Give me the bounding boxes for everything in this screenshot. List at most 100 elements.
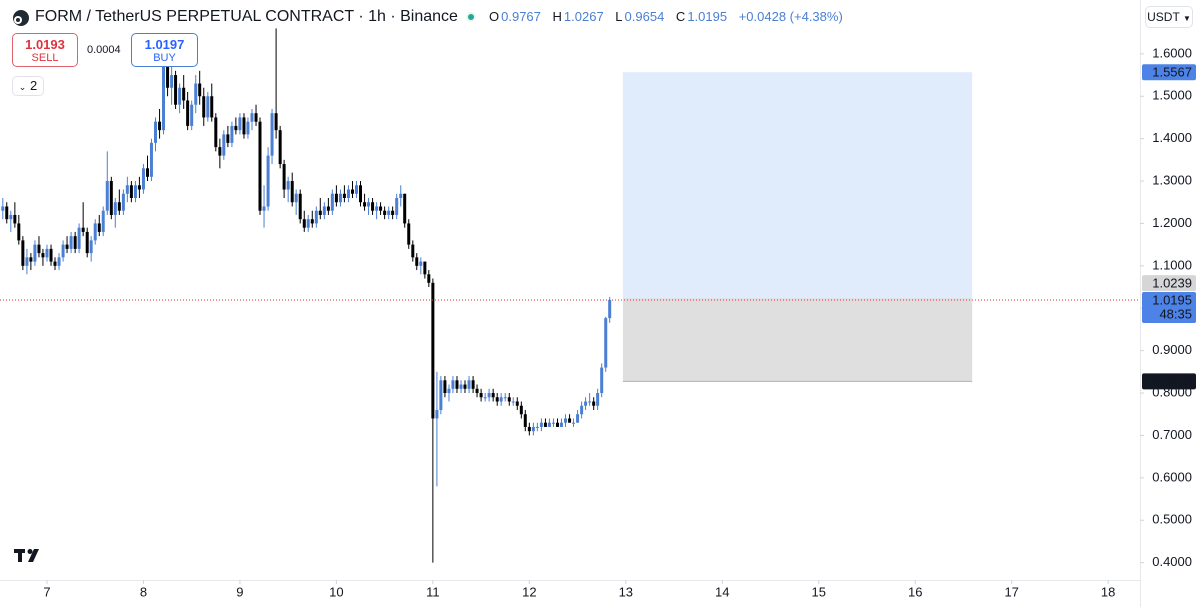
target-price-tag: 1.5567 [1152,65,1192,80]
candle-body [85,231,89,254]
x-tick-label: 7 [43,584,50,599]
sell-price: 1.0193 [25,37,65,52]
candle-body [592,401,596,406]
stop-zone [622,298,973,382]
candle-body [515,401,519,406]
candle-body [21,240,25,266]
buy-label: BUY [153,52,176,64]
candle-body [274,113,278,131]
candle-body [230,125,234,143]
candle-body [556,422,560,427]
y-tick-label: 1.2000 [1152,215,1192,230]
candle-body [399,193,403,198]
candle-body [298,193,302,220]
candle-body [608,299,612,319]
candle-body [519,405,523,415]
ohlc-legend: O 0.9767 H 1.0267 L 0.9654 C 1.0195 +0.0428 … [489,9,851,25]
buy-button[interactable]: 1.0197 BUY [131,33,198,67]
currency-button[interactable]: USDT ▼ [1145,6,1193,28]
candle-body [539,422,543,427]
candle-body [77,227,81,249]
candle-body [491,393,495,398]
x-tick-label: 8 [140,584,147,599]
candle-body [547,422,551,427]
y-tick-label: 1.4000 [1152,130,1192,145]
candle-body [455,380,459,389]
candle-body [427,274,431,283]
candle-body [226,134,230,143]
x-tick-label: 13 [619,584,633,599]
sell-button[interactable]: 1.0193 SELL [12,33,78,67]
candle-body [543,422,547,427]
candle-body [467,380,471,389]
candle-body [278,130,282,165]
chevron: ⌄ [18,82,27,92]
candle-body [158,121,162,131]
candle-body [218,147,222,156]
buy-price: 1.0197 [144,37,185,52]
candle-body [379,206,383,211]
candle-body [162,62,166,131]
candle-body [471,380,475,389]
candle-body [588,401,592,403]
candle-body [214,117,218,148]
candle-body [576,414,580,423]
candle-body [551,422,555,424]
ohlc-label: H [552,9,562,24]
x-tick-label: 9 [236,584,243,599]
candle-body [137,185,141,190]
candle-body [363,202,367,207]
current-price-tag-bg [1142,291,1196,323]
candle-body [411,244,415,258]
candle-body [206,96,210,118]
candle-body [342,193,346,198]
candle-body [375,206,379,211]
y-tick-label: 0.9000 [1152,342,1192,357]
candle-body [302,219,306,228]
candle-body [174,75,178,105]
ohlc-value: 0.9654 [624,9,665,24]
candle-body [166,62,170,88]
candle-body [117,202,121,211]
candle-body [572,422,576,424]
symbol-logo [12,9,30,27]
sell-label: SELL [31,52,59,64]
candle-body [443,380,447,394]
candle-body [322,206,326,215]
candle-body [330,193,334,211]
candle-body [495,397,499,402]
x-tick-label: 18 [1101,584,1115,599]
candle-body [367,202,371,207]
candle-body [234,125,238,131]
stop-price-tag-bg [1142,373,1196,390]
candle-body [435,409,439,419]
candle-body [41,253,45,258]
candle-body [222,134,226,156]
candle-body [61,244,65,258]
candle-body [266,155,270,207]
candle-body [242,117,246,135]
candle-body [507,397,511,402]
candle-body [57,257,61,266]
candle-body [310,219,314,224]
candle-body [407,223,411,245]
candle-body [210,96,214,118]
candle-body [564,418,568,423]
candle-body [527,426,531,432]
candle-body [186,100,190,126]
y-tick-label: 1.5000 [1152,88,1192,103]
y-tick-label: 1.3000 [1152,172,1192,187]
candle-body [170,75,174,88]
indicator-toggle[interactable]: ⌄ 2 [12,76,44,96]
candle-body [33,244,37,262]
candle-body [270,113,274,156]
candle-body [387,210,391,215]
candle-body [499,397,503,402]
symbol-title: FORM / TetherUS PERPETUAL CONTRACT · 1h … [35,8,458,25]
candle-body [584,401,588,406]
candle-body [354,185,358,194]
candle-body [146,168,150,177]
candle-body [81,227,85,232]
ohlc-value: 1.0195 [687,9,728,24]
